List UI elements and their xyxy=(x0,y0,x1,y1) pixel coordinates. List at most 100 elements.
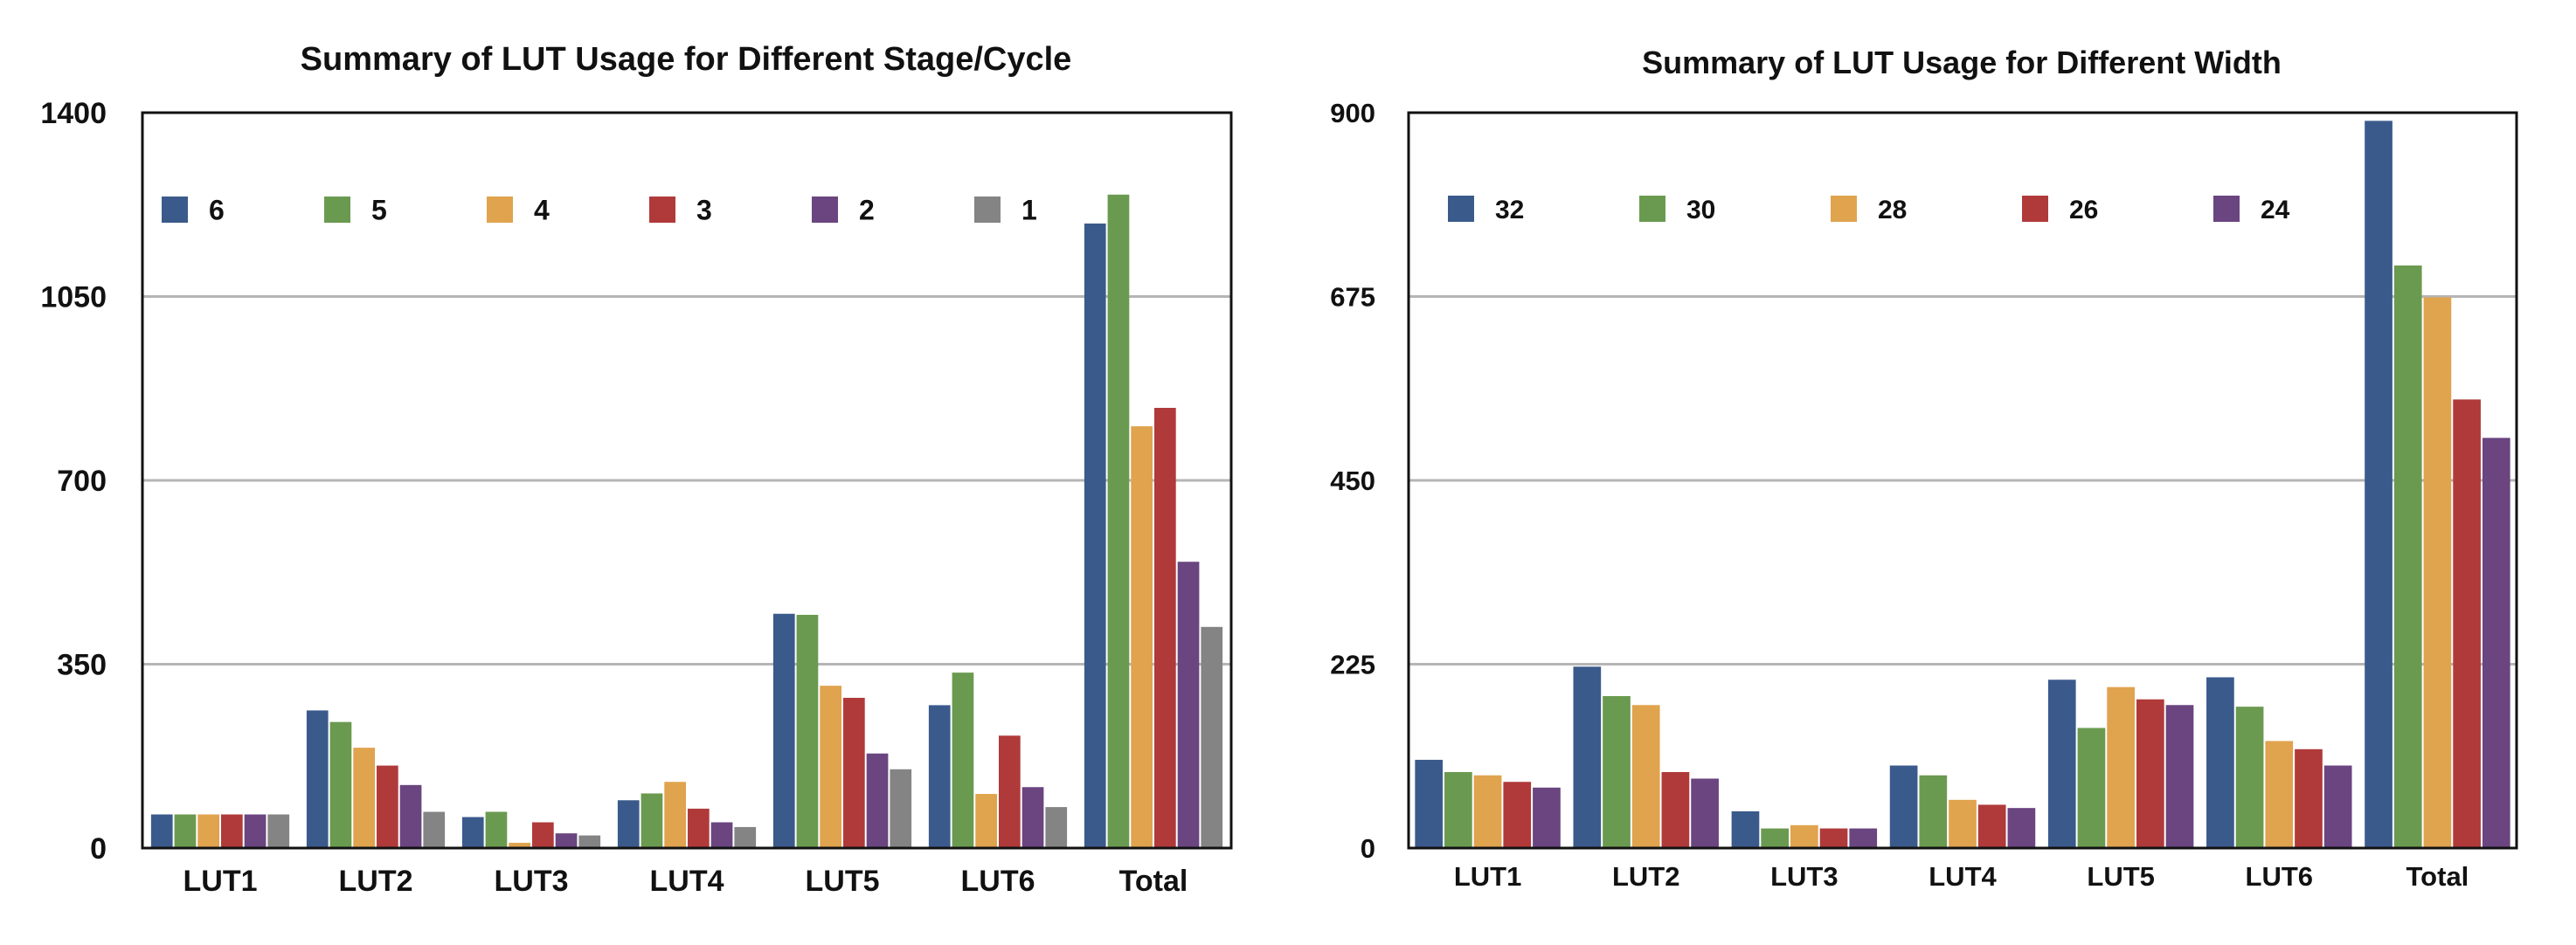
legend-label: 28 xyxy=(1878,196,1907,224)
x-axis-categories: LUT1 LUT2 LUT3 LUT4 LUT5 LUT6 Total xyxy=(1454,861,2469,892)
bar xyxy=(1021,787,1044,848)
x-category-label: LUT6 xyxy=(2246,861,2314,892)
bar xyxy=(1631,705,1660,848)
x-category-label: Total xyxy=(1119,865,1188,898)
legend-swatch xyxy=(974,197,1001,223)
bar xyxy=(2165,705,2194,848)
bar xyxy=(1919,775,1948,848)
bars xyxy=(150,194,1223,848)
x-category-label: LUT1 xyxy=(1454,861,1522,892)
y-axis-ticks: 0 350 700 1050 1400 xyxy=(40,97,107,866)
bar xyxy=(1107,194,1130,848)
bar xyxy=(2107,686,2135,848)
bar xyxy=(734,826,757,848)
bar xyxy=(1154,408,1176,848)
chart-title: Summary of LUT Usage for Different Width xyxy=(1642,45,2282,80)
bar xyxy=(150,814,173,848)
x-category-label: LUT4 xyxy=(1929,861,1997,892)
bar xyxy=(999,735,1021,848)
legend-label: 1 xyxy=(1021,195,1037,226)
legend-label: 5 xyxy=(371,195,387,226)
legend-label: 6 xyxy=(209,195,225,226)
y-tick-label: 700 xyxy=(57,465,107,498)
legend-swatch xyxy=(2022,196,2048,222)
y-tick-label: 450 xyxy=(1330,466,1375,496)
legend-label: 2 xyxy=(859,195,875,226)
bar xyxy=(1889,765,1918,848)
bar xyxy=(796,614,819,848)
plot-frame xyxy=(141,111,1233,850)
bar xyxy=(1533,787,1561,848)
bar xyxy=(578,835,601,848)
bar xyxy=(2077,728,2106,848)
bar xyxy=(1731,810,1760,848)
x-category-label: LUT3 xyxy=(495,865,569,898)
bar xyxy=(1177,562,1200,848)
legend-label: 4 xyxy=(534,195,550,226)
bar xyxy=(532,822,554,848)
plot-frame xyxy=(1407,111,2518,850)
x-category-label: Total xyxy=(2406,861,2469,892)
bar xyxy=(1603,695,1631,848)
legend-swatch xyxy=(487,197,513,223)
x-category-label: LUT4 xyxy=(650,865,724,898)
bar xyxy=(688,808,710,848)
x-category-label: LUT6 xyxy=(961,865,1035,898)
chart-title: Summary of LUT Usage for Different Stage… xyxy=(301,41,1072,78)
bar xyxy=(2047,679,2076,848)
bar xyxy=(2323,765,2352,848)
bar xyxy=(1949,799,1977,848)
legend: 32 30 28 26 24 xyxy=(1448,196,2290,224)
gridlines xyxy=(142,295,1231,666)
bar xyxy=(197,814,219,848)
bar xyxy=(2136,699,2164,848)
bar xyxy=(1691,778,1719,848)
bar xyxy=(1849,828,1878,848)
bar xyxy=(866,753,889,848)
bar xyxy=(329,721,352,848)
bar xyxy=(820,686,841,848)
y-axis-ticks: 0 225 450 675 900 xyxy=(1330,98,1375,864)
bar xyxy=(2235,707,2264,848)
x-category-label: LUT1 xyxy=(184,865,258,898)
bar xyxy=(1415,759,1444,848)
bar xyxy=(377,765,398,848)
bar xyxy=(221,814,243,848)
bar xyxy=(174,814,197,848)
bar xyxy=(2393,265,2422,849)
legend-label: 32 xyxy=(1495,196,1524,224)
legend-label: 26 xyxy=(2069,196,2098,224)
bar xyxy=(1084,223,1106,848)
bar xyxy=(353,748,375,848)
bar xyxy=(2365,121,2392,848)
legend-swatch xyxy=(2213,196,2240,222)
bar xyxy=(399,784,422,848)
chart-stage-cycle: Summary of LUT Usage for Different Stage… xyxy=(40,41,1233,898)
bar xyxy=(1661,771,1690,848)
bar xyxy=(2423,297,2452,848)
bar xyxy=(928,705,951,848)
bar xyxy=(2206,677,2234,848)
bar xyxy=(1503,782,1532,848)
x-category-label: LUT3 xyxy=(1770,861,1839,892)
y-tick-label: 900 xyxy=(1330,98,1375,128)
bar xyxy=(1201,626,1223,848)
bar xyxy=(2007,808,2036,848)
y-tick-label: 350 xyxy=(57,648,107,681)
bar xyxy=(509,842,530,848)
bar xyxy=(1819,828,1848,848)
y-tick-label: 1050 xyxy=(40,280,107,314)
bar xyxy=(555,833,578,848)
bars xyxy=(1415,121,2510,849)
bar xyxy=(244,814,267,848)
bar xyxy=(772,613,795,848)
bar xyxy=(952,673,974,848)
legend-label: 3 xyxy=(696,195,712,226)
y-tick-label: 675 xyxy=(1330,281,1375,312)
bar xyxy=(2295,748,2323,848)
legend-swatch xyxy=(1448,196,1474,222)
bar xyxy=(267,814,290,848)
bar xyxy=(485,811,508,848)
legend-swatch xyxy=(162,197,188,223)
